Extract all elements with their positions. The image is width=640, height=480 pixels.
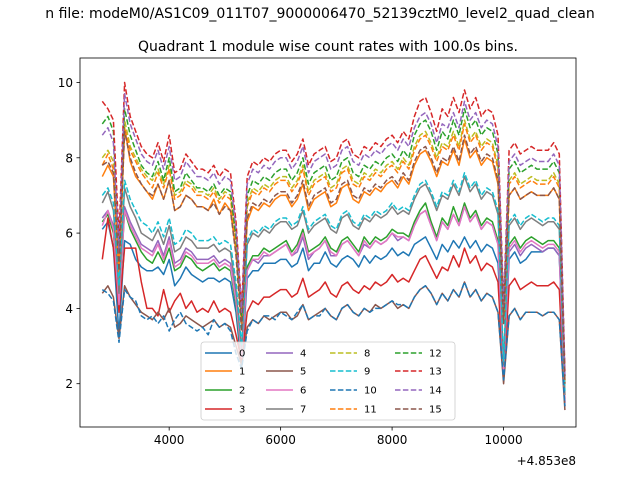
chart-title: Quadrant 1 module wise count rates with … xyxy=(138,39,518,55)
series-line-11 xyxy=(101,123,566,380)
y-tick-label: 8 xyxy=(65,151,73,165)
legend-label-14: 14 xyxy=(429,386,442,397)
legend-label-7: 7 xyxy=(300,405,306,416)
legend-label-4: 4 xyxy=(300,349,306,360)
y-axis: 2 4 6 8 10 xyxy=(58,76,80,391)
y-tick-label: 10 xyxy=(58,76,73,90)
legend-label-12: 12 xyxy=(429,349,442,360)
legend-label-11: 11 xyxy=(364,405,377,416)
x-tick-label: 8000 xyxy=(377,433,408,447)
y-tick-label: 6 xyxy=(65,227,73,241)
legend-label-6: 6 xyxy=(300,386,306,397)
x-tick-label: 6000 xyxy=(265,433,296,447)
legend-label-1: 1 xyxy=(239,367,245,378)
x-offset-label: +4.853e8 xyxy=(517,454,576,468)
series-line-0 xyxy=(101,221,566,403)
legend-label-3: 3 xyxy=(239,405,245,416)
legend-label-9: 9 xyxy=(364,367,370,378)
series-line-14 xyxy=(101,93,566,377)
axes-frame xyxy=(79,57,577,428)
y-tick-label: 4 xyxy=(65,302,73,316)
legend-frame xyxy=(200,341,456,421)
series-line-2 xyxy=(101,202,566,399)
x-axis: 4000 6000 8000 10000 xyxy=(154,427,523,447)
legend-label-5: 5 xyxy=(300,367,306,378)
y-tick-label: 2 xyxy=(65,377,73,391)
legend-label-0: 0 xyxy=(239,349,245,360)
series-line-15 xyxy=(101,130,566,384)
legend-label-8: 8 xyxy=(364,349,370,360)
legend-label-15: 15 xyxy=(429,405,442,416)
legend-label-2: 2 xyxy=(239,386,245,397)
series-line-7 xyxy=(101,175,566,396)
figure-suptitle: n file: modeM0/AS1C09_011T07_9000006470_… xyxy=(45,6,594,22)
series-layer xyxy=(101,81,566,411)
series-line-13 xyxy=(101,81,566,373)
legend-label-10: 10 xyxy=(364,386,377,397)
series-line-12 xyxy=(101,108,566,377)
series-line-3 xyxy=(101,217,566,407)
series-line-9 xyxy=(101,172,566,392)
x-tick-label: 4000 xyxy=(154,433,185,447)
x-tick-label: 10000 xyxy=(484,433,522,447)
series-line-10 xyxy=(101,281,566,407)
legend-label-13: 13 xyxy=(429,367,442,378)
series-line-8 xyxy=(101,119,566,380)
series-line-6 xyxy=(101,205,566,399)
